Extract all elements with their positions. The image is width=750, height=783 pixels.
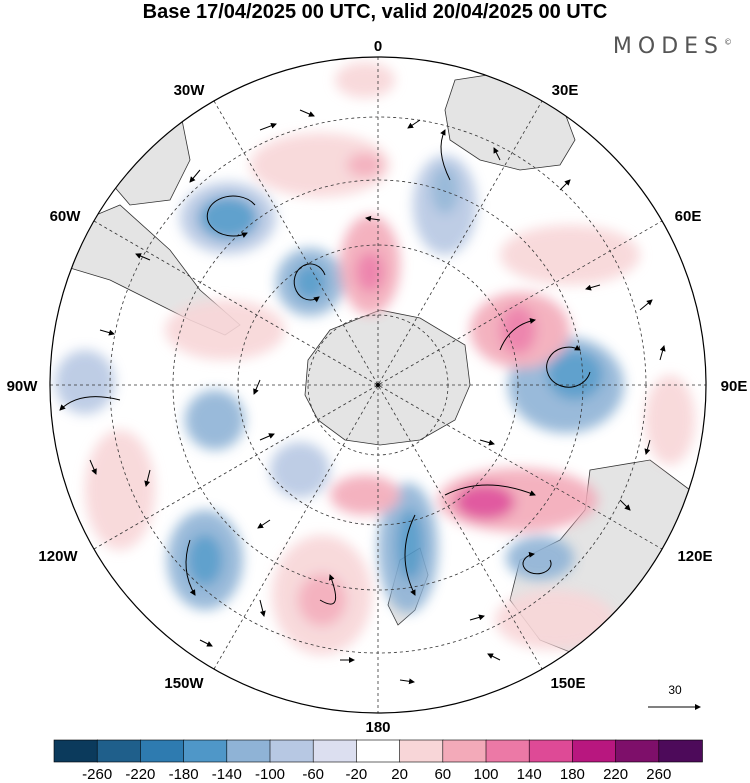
colorbar-swatch (183, 739, 228, 763)
colorbar-tick-label: -140 (212, 766, 242, 783)
colorbar-tick-label: 100 (473, 766, 498, 783)
lon-label-150e: 150E (550, 675, 585, 692)
reference-vector-label: 30 (668, 683, 682, 697)
wind-vector (206, 195, 256, 238)
wind-vector (89, 459, 97, 475)
brand-mark: © (724, 37, 732, 47)
map-disk (50, 57, 706, 713)
wind-vector (293, 263, 326, 303)
colorbar-swatch (615, 739, 660, 763)
wind-vector (59, 396, 121, 411)
wind-vector (659, 345, 666, 361)
wind-vector (185, 539, 196, 596)
lon-label-90e: 90E (721, 378, 748, 395)
modes-logo: MODES© (613, 34, 732, 59)
lon-label-0: 0 (374, 38, 382, 55)
colorbar-swatch (269, 739, 315, 763)
wind-vector (619, 499, 631, 511)
lon-label-90w: 90W (7, 378, 39, 395)
antarctica-land (304, 309, 471, 446)
wind-vector (259, 599, 266, 617)
colorbar-tick-label: -20 (346, 766, 368, 783)
wind-vector (189, 169, 201, 183)
reference-vector: 30 (648, 683, 701, 710)
wind-vector (440, 129, 451, 181)
brand-text: MODES (612, 34, 724, 59)
colorbar-tick-label: -100 (255, 766, 285, 783)
colorbar-tick-label: -220 (125, 766, 155, 783)
map-title: Base 17/04/2025 00 UTC, valid 20/04/2025… (142, 1, 608, 23)
colorbar-swatch (658, 739, 703, 763)
colorbar-tick-label: 220 (603, 766, 628, 783)
wind-vector (644, 439, 651, 455)
colorbar-tick-label: 140 (517, 766, 542, 783)
wind-vector (259, 122, 277, 131)
colorbar-swatch (96, 739, 142, 763)
lon-label-120e: 120E (677, 548, 712, 565)
colorbar-swatch (442, 739, 487, 763)
lon-label-30e: 30E (552, 82, 579, 99)
wind-vector (259, 433, 275, 441)
wind-vector (639, 299, 653, 311)
wind-vector (407, 119, 421, 129)
colorbar-tick-label: 20 (391, 766, 408, 783)
wind-vector (499, 318, 536, 351)
wind-vector (469, 614, 485, 621)
wind-vector (365, 215, 381, 222)
wind-vector (546, 344, 591, 388)
wind-vector (253, 379, 261, 395)
wind-vector (444, 484, 536, 496)
lon-label-60w: 60W (50, 208, 82, 225)
lon-label-180: 180 (365, 719, 390, 736)
lon-label-60e: 60E (675, 208, 702, 225)
wind-vector (404, 514, 416, 596)
colorbar-tick-label: 180 (560, 766, 585, 783)
colorbar-swatch (572, 739, 617, 763)
wind-vector (487, 653, 501, 661)
graticule (50, 57, 706, 713)
lon-label-30w: 30W (174, 82, 206, 99)
wind-vectors (59, 109, 666, 685)
colorbar-tick-label: 60 (434, 766, 451, 783)
map-boundary (49, 56, 707, 714)
wind-vector (99, 329, 115, 336)
wind-vector (399, 678, 415, 685)
colorbar-swatch (140, 739, 185, 763)
colorbar: -260 -220 -180 -140 -100 -60 -20 20 60 100 140 180 2… (53, 739, 703, 783)
colorbar-tick-label: -60 (302, 766, 324, 783)
anomaly-shading (55, 62, 695, 655)
colorbar-swatch (356, 739, 401, 763)
colorbar-swatch (485, 739, 531, 763)
south-pole-marker (376, 383, 380, 387)
wind-vector (135, 253, 151, 261)
wind-vector (522, 551, 552, 575)
wind-vector (559, 179, 571, 191)
colorbar-swatch (226, 739, 271, 763)
wind-vector (493, 147, 501, 161)
colorbar-swatch (312, 739, 358, 763)
wind-vector (257, 519, 271, 529)
wind-vector (479, 439, 495, 446)
colorbar-tick-label: 260 (646, 766, 671, 783)
colorbar-swatch (528, 739, 574, 763)
wind-vector (585, 284, 601, 291)
colorbar-swatch (399, 739, 444, 763)
colorbar-swatch (53, 739, 99, 763)
wind-vector (199, 639, 213, 647)
lon-label-150w: 150W (164, 675, 204, 692)
wind-vector (144, 469, 151, 487)
longitude-labels: 0 30E 60E 90E 120E 150E 180 150W 120W 90… (7, 38, 748, 736)
colorbar-tick-label: -260 (82, 766, 112, 783)
lon-label-120w: 120W (38, 548, 78, 565)
wind-vector (299, 109, 315, 117)
colorbar-tick-label: -180 (169, 766, 199, 783)
wind-vector (319, 574, 337, 605)
